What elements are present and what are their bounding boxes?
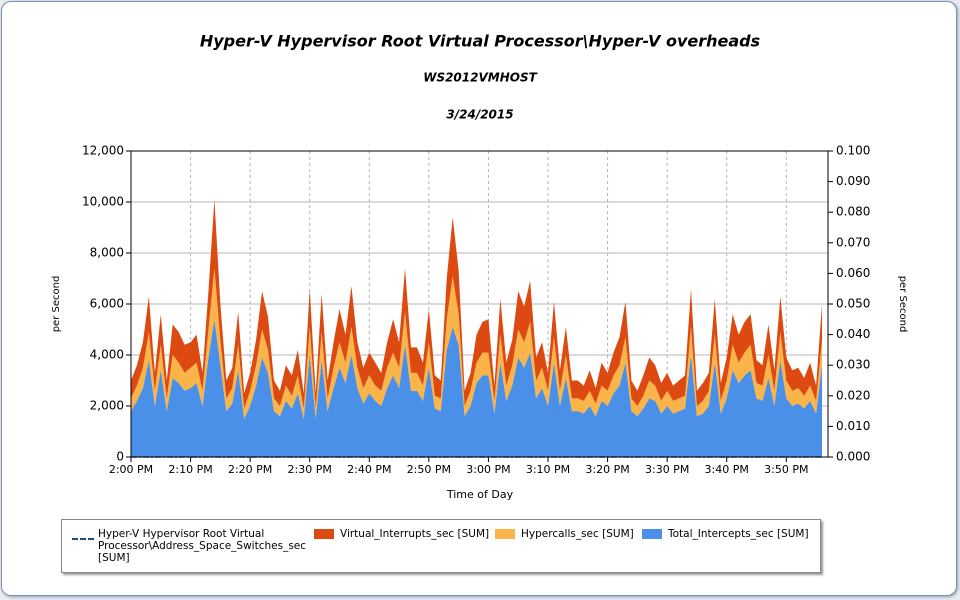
y-tick-label: 12,000 (82, 144, 124, 158)
y-tick-label: 6,000 (90, 297, 124, 311)
x-tick-label: 3:40 PM (705, 463, 749, 476)
x-tick-label: 2:30 PM (288, 463, 332, 476)
y2-tick-label: 0.010 (836, 419, 870, 433)
y2-tick-label: 0.050 (836, 297, 870, 311)
x-tick-label: 2:00 PM (109, 463, 153, 476)
x-tick-label: 3:20 PM (585, 463, 629, 476)
x-tick-label: 2:40 PM (347, 463, 391, 476)
legend-label: Hypercalls_sec [SUM] (521, 528, 634, 540)
chart-subtitle: WS2012VMHOST (423, 71, 537, 85)
x-tick-label: 3:10 PM (526, 463, 570, 476)
x-tick-label: 3:30 PM (645, 463, 689, 476)
y2-axis-label: per Second (897, 276, 908, 333)
area (131, 319, 823, 457)
legend-swatch (72, 538, 94, 540)
legend-swatch (495, 529, 515, 539)
x-tick-label: 3:00 PM (466, 463, 510, 476)
legend-label: Total_Intercepts_sec [SUM] (668, 528, 809, 540)
legend: Hyper-V Hypervisor Root Virtual Processo… (61, 519, 821, 573)
legend-swatch (642, 529, 662, 539)
chart-date: 3/24/2015 (446, 108, 513, 122)
y-tick-label: 4,000 (90, 348, 124, 362)
y-tick-label: 0 (116, 450, 124, 464)
legend-label: Hyper-V Hypervisor Root Virtual Processo… (98, 528, 307, 564)
legend-label: Virtual_Interrupts_sec [SUM] (340, 528, 490, 540)
x-tick-label: 2:50 PM (407, 463, 451, 476)
y2-tick-label: 0.040 (836, 327, 870, 341)
x-tick-label: 2:20 PM (228, 463, 272, 476)
y-tick-label: 8,000 (90, 246, 124, 260)
y-axis-label: per Second (51, 276, 62, 333)
y2-tick-label: 0.100 (836, 144, 870, 158)
x-axis-label: Time of Day (446, 488, 514, 501)
area (131, 268, 823, 419)
y2-tick-label: 0.020 (836, 388, 870, 402)
y2-tick-label: 0.070 (836, 235, 870, 249)
x-tick-label: 2:10 PM (168, 463, 212, 476)
y-tick-label: 10,000 (82, 195, 124, 209)
y2-tick-label: 0.080 (836, 205, 870, 219)
plot-border (130, 150, 829, 458)
y2-tick-label: 0.030 (836, 358, 870, 372)
y2-tick-label: 0.000 (836, 450, 870, 464)
chart-title: Hyper-V Hypervisor Root Virtual Processo… (200, 32, 760, 51)
x-tick-label: 3:50 PM (764, 463, 808, 476)
legend-swatch (314, 529, 334, 539)
y2-tick-label: 0.090 (836, 174, 870, 188)
y-tick-label: 2,000 (90, 399, 124, 413)
y2-tick-label: 0.060 (836, 266, 870, 280)
